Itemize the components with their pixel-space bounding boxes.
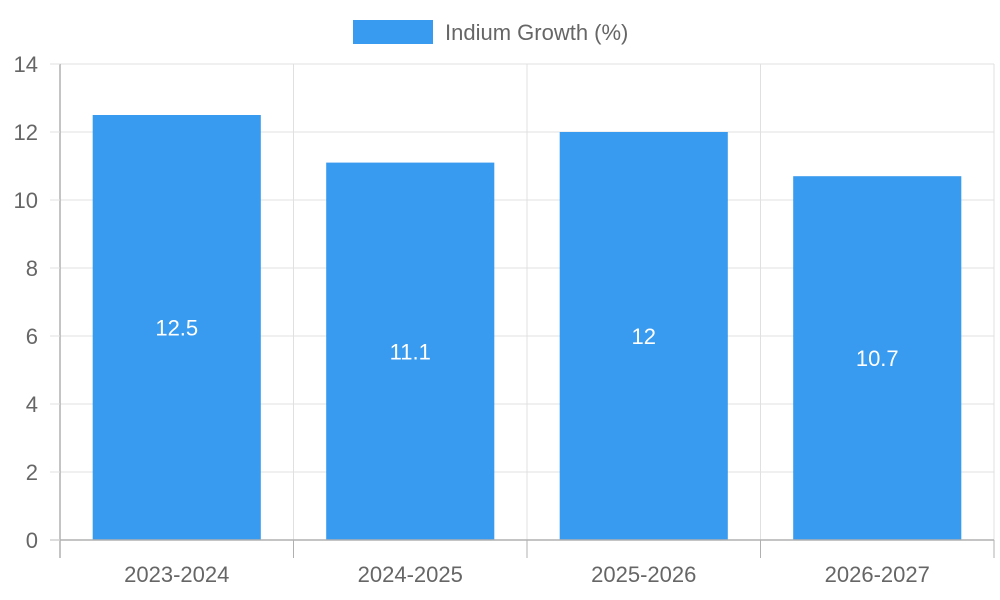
bar-value-label: 12 bbox=[632, 324, 656, 349]
y-tick-label: 6 bbox=[26, 324, 38, 349]
bar-value-label: 10.7 bbox=[856, 346, 899, 371]
x-tick-label: 2023-2024 bbox=[124, 562, 229, 587]
legend-swatch bbox=[353, 20, 433, 44]
y-tick-label: 10 bbox=[14, 188, 38, 213]
bar[interactable] bbox=[559, 132, 728, 540]
bar[interactable] bbox=[793, 176, 962, 540]
bar[interactable] bbox=[326, 162, 495, 540]
x-tick-label: 2025-2026 bbox=[591, 562, 696, 587]
y-tick-label: 0 bbox=[26, 528, 38, 553]
bars bbox=[92, 115, 962, 540]
y-tick-label: 4 bbox=[26, 392, 38, 417]
x-tick-label: 2026-2027 bbox=[825, 562, 930, 587]
y-tick-label: 8 bbox=[26, 256, 38, 281]
axes bbox=[50, 63, 995, 558]
bar-value-label: 11.1 bbox=[390, 339, 431, 364]
y-tick-label: 14 bbox=[14, 52, 38, 77]
y-tick-label: 12 bbox=[14, 120, 38, 145]
bar-value-label: 12.5 bbox=[155, 316, 198, 341]
x-tick-label: 2024-2025 bbox=[358, 562, 463, 587]
bar[interactable] bbox=[92, 115, 261, 540]
legend[interactable]: Indium Growth (%) bbox=[353, 20, 628, 45]
y-tick-label: 2 bbox=[26, 460, 38, 485]
legend-label: Indium Growth (%) bbox=[445, 20, 628, 45]
labels: 0 2 4 6 8 10 12 14 12.5 2023-2024 11.1 2024-2025 12 2… bbox=[14, 52, 930, 587]
